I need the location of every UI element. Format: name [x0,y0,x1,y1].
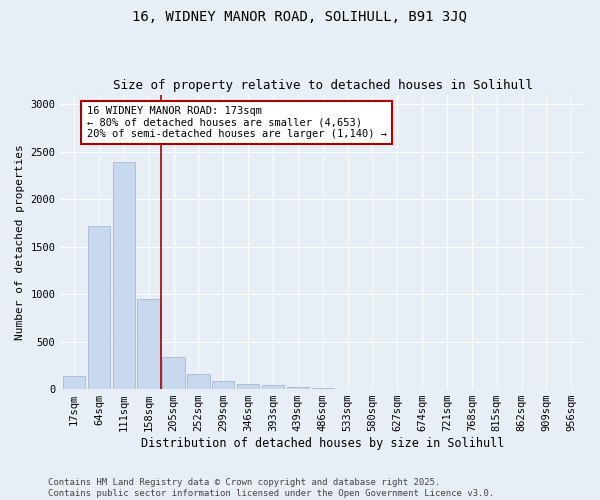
Text: 16 WIDNEY MANOR ROAD: 173sqm
← 80% of detached houses are smaller (4,653)
20% of: 16 WIDNEY MANOR ROAD: 173sqm ← 80% of de… [86,106,386,139]
Bar [137,299,160,389]
Bar [287,386,309,389]
Bar [113,162,135,389]
Bar [311,388,334,389]
Text: 16, WIDNEY MANOR ROAD, SOLIHULL, B91 3JQ: 16, WIDNEY MANOR ROAD, SOLIHULL, B91 3JQ [133,10,467,24]
Bar [163,357,185,389]
Text: Contains HM Land Registry data © Crown copyright and database right 2025.
Contai: Contains HM Land Registry data © Crown c… [48,478,494,498]
Bar [237,384,259,389]
Bar [187,374,209,389]
Bar [262,386,284,389]
Bar [63,376,85,389]
Title: Size of property relative to detached houses in Solihull: Size of property relative to detached ho… [113,79,533,92]
Y-axis label: Number of detached properties: Number of detached properties [15,144,25,340]
Bar [88,226,110,389]
X-axis label: Distribution of detached houses by size in Solihull: Distribution of detached houses by size … [141,437,505,450]
Bar [212,382,235,389]
